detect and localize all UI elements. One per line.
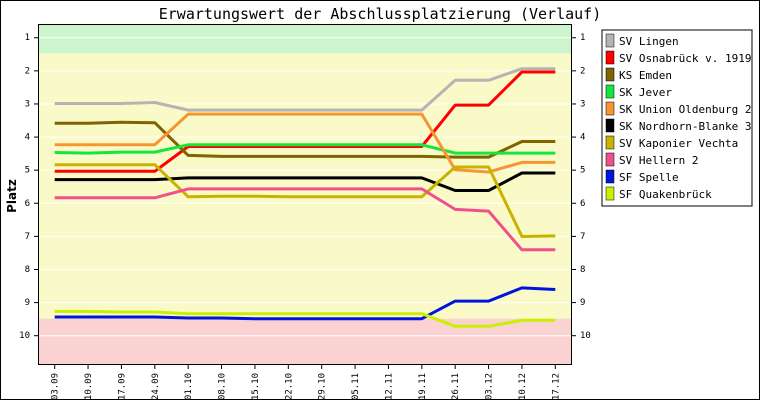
series-line-4 — [54, 112, 556, 174]
series-line-9 — [54, 309, 556, 328]
legend-label: SK Jever — [619, 86, 672, 99]
ytick-label-right: 1 — [580, 33, 585, 43]
xtick-label: 15.10 — [251, 373, 261, 400]
xtick-label: 29.10 — [318, 373, 328, 400]
plot-area-border — [38, 24, 572, 365]
series-lines — [54, 67, 556, 328]
xtick-label: 01.10 — [184, 373, 194, 400]
ytick-label-left: 3 — [25, 99, 30, 109]
legend-label: SK Union Oldenburg 2 — [619, 103, 751, 116]
series-line-6 — [54, 163, 556, 238]
legend-swatch — [605, 50, 615, 65]
ytick-label-right: 7 — [580, 232, 585, 242]
legend-swatch — [605, 169, 615, 184]
series-line-3 — [54, 143, 556, 155]
xtick-label: 12.11 — [384, 373, 394, 400]
legend-label: SV Lingen — [619, 35, 679, 48]
xtick-label: 22.10 — [284, 373, 294, 400]
ytick-label-left: 4 — [25, 133, 30, 143]
legend-label: SV Hellern 2 — [619, 154, 698, 167]
xtick-label: 03.12 — [485, 373, 495, 400]
legend-label: SF Spelle — [619, 171, 679, 184]
chart-title: Erwartungswert der Abschlussplatzierung … — [159, 5, 602, 23]
legend-swatch — [605, 33, 615, 48]
ytick-label-right: 10 — [580, 331, 591, 341]
xtick-label: 10.09 — [84, 373, 94, 400]
legend-swatch — [605, 186, 615, 201]
ytick-label-right: 8 — [580, 265, 585, 275]
xtick-label: 24.09 — [151, 373, 161, 400]
band-0 — [38, 24, 572, 54]
series-line-7 — [54, 187, 556, 252]
xtick-label: 19.11 — [418, 373, 428, 400]
ytick-label-right: 2 — [580, 66, 585, 76]
legend-swatch — [605, 67, 615, 82]
xtick-label: 05.11 — [351, 373, 361, 400]
ytick-label-left: 9 — [25, 298, 30, 308]
series-line-8 — [54, 286, 556, 321]
ytick-label-left: 7 — [25, 232, 30, 242]
legend-label: SV Osnabrück v. 1919 2 — [619, 52, 760, 65]
ytick-label-left: 10 — [19, 331, 30, 341]
background-bands — [38, 24, 572, 365]
legend-swatch — [605, 101, 615, 116]
legend: SV Lingen SV Osnabrück v. 1919 2 KS Emden S… — [601, 29, 760, 207]
ytick-label-left: 6 — [25, 199, 30, 209]
ytick-label-right: 4 — [580, 133, 585, 143]
xtick-label: 26.11 — [451, 373, 461, 400]
y-axis-ticks: 1 1 2 2 3 3 4 4 5 5 6 6 7 7 8 8 9 9 10 10 — [19, 33, 591, 341]
series-line-1 — [54, 70, 556, 173]
xtick-label: 03.09 — [51, 373, 61, 400]
legend-label: KS Emden — [619, 69, 672, 82]
x-axis-ticks: 03.09 10.09 17.09 24.09 01.10 08.10 15.10 22.10… — [51, 365, 561, 400]
ytick-label-right: 5 — [580, 166, 585, 176]
xtick-label: 17.12 — [551, 373, 561, 400]
ytick-label-left: 8 — [25, 265, 30, 275]
legend-label: SF Quakenbrück — [619, 188, 712, 201]
band-1 — [38, 53, 572, 319]
legend-swatch — [605, 84, 615, 99]
legend-swatch — [605, 152, 615, 167]
legend-label: SV Kaponier Vechta — [619, 137, 738, 150]
legend-box — [601, 29, 753, 207]
xtick-label: 10.12 — [518, 373, 528, 400]
legend-items: SV Lingen SV Osnabrück v. 1919 2 KS Emden S… — [605, 33, 760, 201]
y-axis-label: Platz — [5, 179, 19, 213]
xtick-label: 08.10 — [218, 373, 228, 400]
ytick-label-left: 2 — [25, 66, 30, 76]
series-line-0 — [54, 67, 556, 112]
ytick-label-right: 9 — [580, 298, 585, 308]
legend-swatch — [605, 118, 615, 133]
ytick-label-right: 6 — [580, 199, 585, 209]
series-line-5 — [54, 171, 556, 192]
xtick-label: 17.09 — [117, 373, 127, 400]
legend-swatch — [605, 135, 615, 150]
ytick-label-left: 5 — [25, 166, 30, 176]
ytick-label-right: 3 — [580, 99, 585, 109]
legend-label: SK Nordhorn-Blanke 3 — [619, 120, 751, 133]
series-line-2 — [54, 120, 556, 159]
ytick-label-left: 1 — [25, 33, 30, 43]
